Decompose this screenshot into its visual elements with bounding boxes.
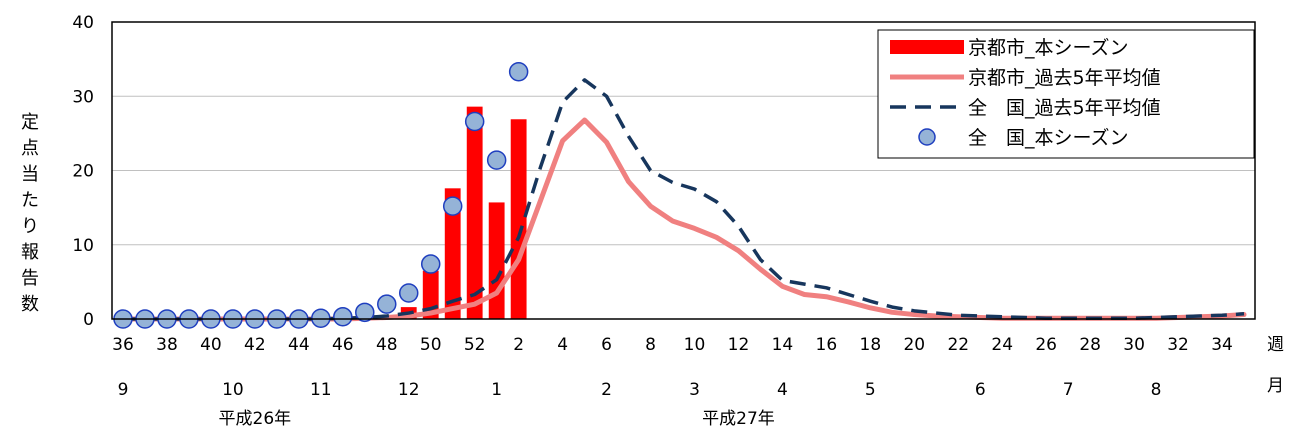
marker-week-50 [420,254,441,274]
y-tick-label-0: 0 [83,310,94,330]
legend-label-1: 京都市_本シーズン [968,37,1129,59]
x-tick-label-26: 26 [1035,335,1057,355]
x-tick-label-30: 30 [1123,335,1145,355]
markers-national-this-season [113,61,529,329]
month-label-11: 11 [310,380,332,400]
y-axis-label-char: 報 [21,242,39,263]
year-label-2: 平成27年 [702,409,775,429]
x-tick-label-8: 8 [645,335,656,355]
week-axis-label: 週 [1267,335,1284,355]
x-tick-label-12: 12 [728,335,750,355]
month-label-4: 4 [777,380,788,400]
x-tick-label-14: 14 [772,335,794,355]
month-label-6: 6 [975,380,986,400]
y-axis-label-char: た [21,190,39,211]
marker-week-2 [508,61,529,82]
x-tick-label-36: 36 [112,335,134,355]
marker-week-51 [442,196,463,216]
y-axis-label: 定点当たり報告数 [21,112,39,315]
year-label-1: 平成26年 [219,409,292,429]
bar-week-51 [444,188,461,319]
bar-week-52 [466,106,483,320]
month-label-7: 7 [1063,380,1074,400]
x-tick-label-22: 22 [947,335,969,355]
x-tick-label-46: 46 [332,335,354,355]
y-tick-label-20: 20 [72,162,94,182]
x-tick-label-48: 48 [376,335,398,355]
y-tick-label-40: 40 [72,13,94,33]
marker-week-47 [355,302,375,323]
plot-frame [111,21,1256,320]
marker-week-52 [464,111,485,132]
y-axis-label-char: 数 [21,294,39,315]
month-axis-label: 月 [1267,376,1284,396]
legend-label-2: 京都市_過去5年平均値 [968,67,1161,89]
x-tick-label-44: 44 [288,335,310,355]
x-tick-label-2: 2 [513,335,524,355]
x-tick-label-6: 6 [601,335,612,355]
x-tick-label-16: 16 [816,335,838,355]
y-axis-label-char: 定 [21,112,39,133]
legend-swatch-bar [890,40,964,54]
y-axis-label-char: 点 [21,138,39,159]
bar-week-2 [510,119,527,319]
month-label-12: 12 [398,380,420,400]
x-tick-label-32: 32 [1167,335,1189,355]
y-axis-label-char: 当 [21,164,39,185]
y-tick-label-10: 10 [72,236,94,256]
month-label-8: 8 [1151,380,1162,400]
y-axis-label-char: 告 [21,268,39,289]
month-label-5: 5 [865,380,876,400]
legend-label-4: 全 国_本シーズン [968,127,1129,149]
y-tick-label-30: 30 [72,87,94,107]
x-tick-label-34: 34 [1211,335,1233,355]
month-label-3: 3 [689,380,700,400]
month-label-9: 9 [118,380,129,400]
x-tick-label-38: 38 [156,335,178,355]
x-tick-label-28: 28 [1079,335,1101,355]
bar-week-1 [488,202,505,319]
x-tick-label-24: 24 [991,335,1013,355]
marker-week-46 [333,307,353,327]
legend-swatch-marker [918,128,936,146]
marker-week-48 [377,294,397,314]
month-label-10: 10 [222,380,244,400]
x-tick-label-20: 20 [903,335,925,355]
x-tick-label-40: 40 [200,335,222,355]
marker-week-49 [398,283,419,303]
x-tick-label-10: 10 [684,335,706,355]
legend-label-3: 全 国_過去5年平均値 [968,97,1161,119]
x-tick-label-42: 42 [244,335,266,355]
marker-week-1 [486,150,507,170]
x-tick-label-50: 50 [420,335,442,355]
month-label-1: 1 [491,380,502,400]
x-tick-label-52: 52 [464,335,486,355]
x-tick-label-4: 4 [557,335,568,355]
month-label-2: 2 [601,380,612,400]
y-axis-label-char: り [21,216,39,237]
x-tick-label-18: 18 [860,335,882,355]
